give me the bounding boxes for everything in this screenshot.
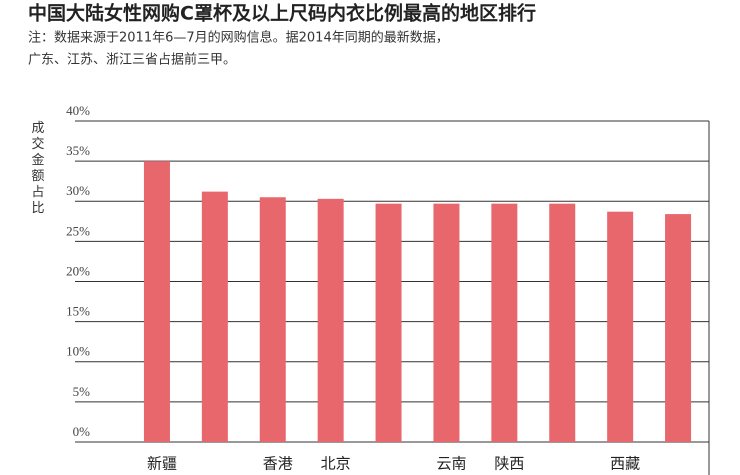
bar bbox=[607, 211, 634, 442]
bar bbox=[491, 203, 518, 442]
x-tick-label: 西藏 bbox=[610, 455, 640, 472]
y-tick-label: 30% bbox=[66, 183, 90, 198]
y-tick-label: 40% bbox=[66, 103, 90, 118]
x-tick-label: 香港 bbox=[263, 455, 293, 472]
bar bbox=[375, 203, 402, 442]
y-tick-label: 15% bbox=[66, 304, 90, 319]
x-tick-label: 北京 bbox=[321, 455, 351, 472]
bar bbox=[433, 203, 460, 442]
bar bbox=[665, 214, 692, 442]
chart-title: 中国大陆女性网购C罩杯及以上尺码内衣比例最高的地区排行 bbox=[28, 2, 536, 25]
bar bbox=[201, 191, 228, 442]
subtitle: 广东、江苏、浙江三省占据前三甲。 bbox=[28, 52, 236, 68]
y-tick-label: 10% bbox=[66, 344, 90, 359]
bar bbox=[143, 161, 170, 442]
y-tick-label: 5% bbox=[73, 384, 91, 399]
subtitle: 注：数据来源于2011年6—7月的网购信息。据2014年同期的最新数据， bbox=[28, 30, 449, 46]
x-tick-label: 陕西 bbox=[494, 455, 524, 472]
x-tick-label: 云南 bbox=[436, 455, 466, 472]
bar bbox=[259, 197, 286, 442]
bar bbox=[317, 198, 344, 442]
y-tick-label: 20% bbox=[66, 263, 90, 278]
y-tick-label: 0% bbox=[73, 424, 91, 439]
x-tick-label: 新疆 bbox=[147, 455, 177, 472]
bar bbox=[549, 203, 576, 442]
y-axis-title: 成交金额占比 bbox=[31, 121, 44, 216]
y-tick-label: 35% bbox=[66, 143, 90, 158]
y-tick-label: 25% bbox=[66, 223, 90, 238]
